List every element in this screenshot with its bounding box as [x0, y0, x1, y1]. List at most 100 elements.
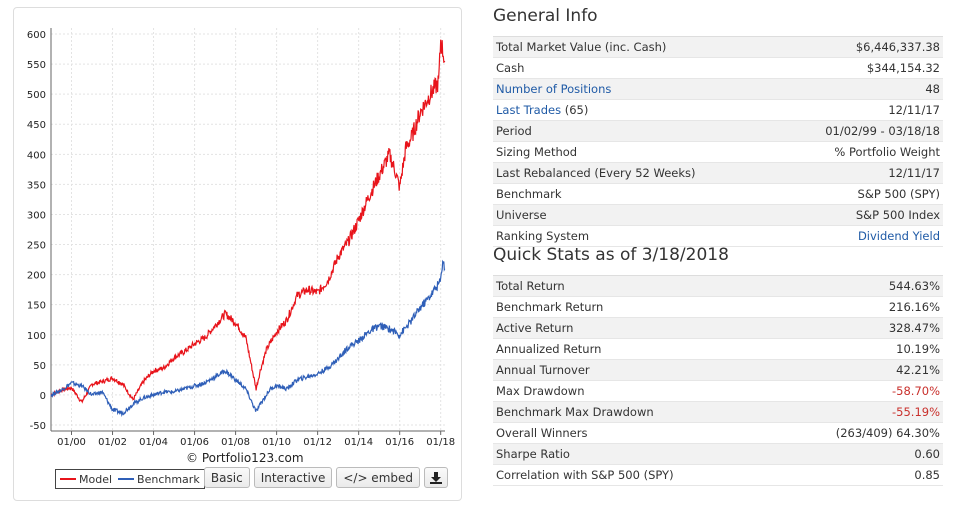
- row-label: Last Trades (65): [493, 99, 777, 121]
- general-row: Ranking System Dividend Yield: [493, 225, 943, 247]
- row-value: 544.63%: [774, 275, 943, 297]
- row-label: Max Drawdown: [493, 380, 775, 402]
- general-info-table: Total Market Value (inc. Cash) $6,446,337…: [493, 36, 943, 247]
- x-tick-label: 01/06: [180, 437, 209, 448]
- quick-stats-title: Quick Stats as of 3/18/2018: [493, 245, 729, 265]
- x-tick-label: 01/04: [139, 437, 168, 448]
- y-tick-label: 0: [40, 391, 46, 402]
- row-value: 216.16%: [774, 296, 943, 318]
- row-label: Benchmark Return: [493, 296, 775, 318]
- y-tick-label: 200: [27, 271, 46, 282]
- row-value: % Portfolio Weight: [776, 141, 943, 163]
- quick-row: Annualized Return 10.19%: [493, 338, 943, 360]
- y-tick-label: 450: [27, 120, 46, 131]
- y-tick-label: 300: [27, 210, 46, 221]
- quick-row: Overall Winners (263/409) 64.30%: [493, 422, 943, 444]
- basic-button[interactable]: Basic: [203, 467, 250, 488]
- row-label: Sharpe Ratio: [493, 443, 775, 465]
- row-value: -55.19%: [774, 401, 943, 423]
- y-tick-label: 50: [33, 361, 46, 372]
- row-label: Active Return: [493, 317, 775, 339]
- row-value: $344,154.32: [776, 57, 943, 79]
- row-label-extra: (65): [561, 103, 589, 117]
- interactive-button[interactable]: Interactive: [253, 467, 333, 488]
- row-label: Sizing Method: [493, 141, 777, 163]
- general-row: Universe S&P 500 Index: [493, 204, 943, 226]
- x-tick-label: 01/14: [344, 437, 373, 448]
- ranking-system-link[interactable]: Dividend Yield: [857, 229, 940, 243]
- x-tick-label: 01/12: [303, 437, 332, 448]
- y-tick-label: 250: [27, 241, 46, 252]
- legend-label-model: Model: [79, 472, 113, 486]
- row-value: Dividend Yield: [776, 225, 943, 247]
- general-info-title: General Info: [493, 6, 598, 26]
- quick-row: Active Return 328.47%: [493, 317, 943, 339]
- x-tick-label: 01/02: [98, 437, 127, 448]
- row-label: Total Market Value (inc. Cash): [493, 36, 777, 58]
- row-value: 48: [776, 78, 943, 100]
- general-row: Benchmark S&P 500 (SPY): [493, 183, 943, 205]
- x-tick-label: 01/16: [385, 437, 414, 448]
- legend-swatch-benchmark: [118, 478, 135, 480]
- row-value: S&P 500 (SPY): [776, 183, 943, 205]
- row-value: 01/02/99 - 03/18/18: [776, 120, 943, 142]
- y-tick-label: 150: [27, 301, 46, 312]
- row-link[interactable]: Last Trades: [496, 103, 562, 117]
- row-label: Cash: [493, 57, 777, 79]
- series-line-benchmark: [50, 259, 446, 418]
- chart-legend[interactable]: Model Benchmark: [55, 469, 205, 489]
- legend-swatch-model: [60, 478, 76, 480]
- quick-row: Total Return 544.63%: [493, 275, 943, 297]
- quick-row: Sharpe Ratio 0.60: [493, 443, 943, 465]
- y-tick-label: 550: [27, 60, 46, 71]
- y-tick-label: 500: [27, 90, 46, 101]
- row-value: $6,446,337.38: [776, 36, 943, 58]
- quick-row: Correlation with S&P 500 (SPY) 0.85: [493, 464, 943, 486]
- row-label: Benchmark: [493, 183, 777, 205]
- general-row: Period 01/02/99 - 03/18/18: [493, 120, 943, 142]
- row-value: 10.19%: [774, 338, 943, 360]
- legend-label-benchmark: Benchmark: [137, 472, 200, 486]
- row-label: Correlation with S&P 500 (SPY): [493, 464, 775, 486]
- y-tick-label: -50: [30, 421, 46, 432]
- row-label: Ranking System: [493, 225, 777, 247]
- download-icon: [430, 471, 442, 484]
- row-link[interactable]: Number of Positions: [496, 82, 612, 96]
- y-tick-label: 350: [27, 180, 46, 191]
- performance-chart: -50 0 50 100 150 200 250 300 350 400 450 500 550 600 0…: [27, 28, 455, 448]
- embed-button[interactable]: </> embed: [336, 467, 420, 488]
- row-label: Benchmark Max Drawdown: [493, 401, 775, 423]
- quick-row: Benchmark Return 216.16%: [493, 296, 943, 318]
- row-label: Universe: [493, 204, 777, 226]
- general-row: Cash $344,154.32: [493, 57, 943, 79]
- row-label: Annualized Return: [493, 338, 775, 360]
- chart-buttons: Basic Interactive </> embed: [203, 467, 448, 488]
- general-row: Number of Positions 48: [493, 78, 943, 100]
- quick-stats-table: Total Return 544.63% Benchmark Return 216.1…: [493, 275, 943, 486]
- y-tick-label: 600: [27, 30, 46, 41]
- row-value: 12/11/17: [776, 162, 943, 184]
- row-label: Overall Winners: [493, 422, 775, 444]
- x-tick-label: 01/18: [426, 437, 455, 448]
- chart-credit: © Portfolio123.com: [186, 451, 304, 465]
- row-label: Period: [493, 120, 777, 142]
- row-value: 0.85: [774, 464, 943, 486]
- row-label: Total Return: [493, 275, 775, 297]
- download-button[interactable]: [424, 467, 448, 488]
- row-value: 12/11/17: [776, 99, 943, 121]
- legend-item-model[interactable]: Model: [60, 473, 112, 486]
- x-tick-label: 01/00: [57, 437, 86, 448]
- row-value: 0.60: [774, 443, 943, 465]
- y-tick-label: 400: [27, 150, 46, 161]
- legend-item-benchmark[interactable]: Benchmark: [118, 473, 200, 486]
- row-value: -58.70%: [774, 380, 943, 402]
- row-label: Last Rebalanced (Every 52 Weeks): [493, 162, 777, 184]
- quick-row: Annual Turnover 42.21%: [493, 359, 943, 381]
- chart-panel: -50 0 50 100 150 200 250 300 350 400 450 500 550 600 0…: [13, 7, 462, 501]
- x-tick-label: 01/10: [262, 437, 291, 448]
- series-line-model: [50, 39, 446, 404]
- row-label: Annual Turnover: [493, 359, 775, 381]
- x-tick-label: 01/08: [221, 437, 250, 448]
- row-value: 328.47%: [774, 317, 943, 339]
- row-label: Number of Positions: [493, 78, 777, 100]
